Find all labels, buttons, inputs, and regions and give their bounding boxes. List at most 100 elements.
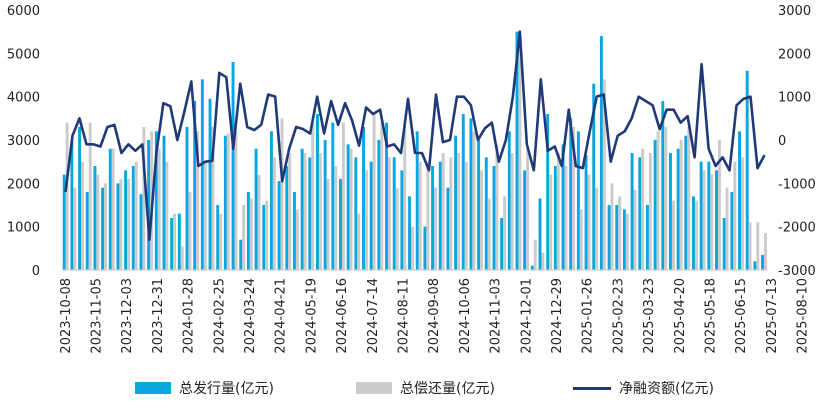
issuance-bar [331, 122, 335, 270]
repayment-bar [280, 118, 284, 270]
issuance-bar [223, 135, 227, 270]
issuance-bar [400, 170, 404, 270]
repayment-bar [81, 161, 84, 270]
repayment-bar [687, 127, 691, 270]
left-y-tick-label: 3000 [7, 134, 40, 149]
legend: 总发行量(亿元) 总偿还量(亿元) 净融资额(亿元) [0, 376, 827, 400]
repayment-bar [387, 157, 391, 270]
x-axis: 2023-10-08 2023-11-05 2023-12-03 2023-12-31… [59, 278, 827, 354]
issuance-bar [438, 161, 442, 270]
repayment-bar [326, 179, 330, 270]
left-y-tick-label: 4000 [7, 91, 40, 106]
issuance-bar [354, 157, 358, 270]
repayment-bar [73, 187, 77, 270]
x-tick-label: 2025-05-18 [703, 278, 718, 354]
issuance-bar [738, 131, 741, 270]
issuance-bar [231, 62, 235, 270]
issuance-bar [124, 170, 128, 270]
issuance-bar [699, 161, 703, 270]
issuance-bar [676, 148, 680, 270]
repayment-bar [104, 183, 107, 270]
issuance-bar [269, 131, 273, 270]
issuance-bar [300, 148, 304, 270]
x-tick-label: 2023-11-05 [90, 278, 105, 354]
repayment-bar [533, 239, 537, 270]
issuance-bar [200, 79, 204, 270]
issuance-bar [576, 131, 580, 270]
repayment-bar [196, 131, 200, 270]
issuance-bar [131, 166, 135, 270]
repayment-bar [572, 127, 576, 270]
x-tick-label: 2024-01-28 [182, 278, 197, 354]
x-tick-label: 2024-03-24 [243, 278, 258, 354]
repayment-bar [679, 140, 683, 270]
x-tick-label: 2025-06-15 [734, 278, 749, 354]
repayment-bar [88, 122, 92, 270]
repayment-bar [249, 198, 253, 270]
repayment-bar [449, 157, 453, 270]
issuance-bar [669, 153, 672, 270]
left-y-tick-label: 0 [32, 264, 40, 279]
left-y-tick-label: 6000 [7, 4, 40, 19]
repayment-bar [556, 153, 560, 270]
legend-label-repayment: 总偿还量(亿元) [400, 381, 495, 397]
repayment-bar [518, 36, 522, 270]
issuance-bar [177, 213, 181, 270]
repayment-bar [641, 148, 645, 270]
repayment-bar [380, 122, 384, 270]
repayment-bar [464, 161, 468, 270]
right-y-tick-label: -3000 [778, 264, 816, 279]
issuance-bar [523, 170, 527, 270]
repayment-bar [357, 213, 361, 270]
repayment-bar [226, 133, 230, 270]
legend-swatch-net-financing [573, 386, 611, 390]
issuance-bar [392, 157, 396, 270]
x-tick-label: 2025-08-10 [796, 278, 811, 354]
right-y-tick-label: 0 [778, 134, 786, 149]
repayment-bar [219, 213, 223, 270]
issuance-bar [645, 205, 649, 270]
issuance-bar [538, 198, 542, 270]
issuance-bar [185, 127, 189, 270]
repayment-bar [418, 161, 422, 270]
left-y-tick-label: 1000 [7, 221, 40, 236]
x-tick-label: 2024-11-03 [489, 278, 504, 354]
repayment-bar [480, 170, 483, 270]
issuance-bar [423, 226, 427, 270]
repayment-bar [495, 144, 499, 270]
repayment-bar [318, 153, 322, 270]
x-tick-label: 2025-03-23 [642, 278, 657, 354]
issuance-bar [78, 127, 82, 270]
issuance-bar [116, 183, 120, 270]
issuance-bar [415, 131, 419, 270]
left-y-tick-label: 2000 [7, 177, 40, 192]
issuance-bar [62, 174, 66, 270]
issuance-bar [753, 261, 757, 270]
x-tick-label: 2024-07-14 [366, 278, 381, 354]
x-tick-label: 2024-10-06 [458, 278, 473, 354]
repayment-bar [426, 161, 430, 270]
issuance-bar [454, 135, 458, 270]
issuance-bar [339, 179, 342, 270]
issuance-bar [592, 83, 596, 270]
repayment-bar [341, 122, 345, 270]
repayment-bar [234, 131, 238, 270]
x-tick-label: 2025-02-23 [611, 278, 626, 354]
issuance-bar [346, 144, 350, 270]
right-y-tick-label: -2000 [778, 221, 816, 236]
repayment-bar [295, 209, 299, 270]
issuance-bar [162, 135, 166, 270]
issuance-bar [477, 140, 481, 270]
repayment-bar [311, 122, 315, 270]
repayment-bar [633, 189, 637, 270]
issuance-bar [446, 187, 450, 270]
repayment-bar [618, 196, 622, 270]
issuance-bar [569, 118, 573, 270]
issuance-bar [730, 192, 734, 270]
issuance-bar [461, 114, 465, 270]
repayment-bar [372, 114, 376, 270]
net-financing-line-path [64, 30, 766, 241]
issuance-bar [622, 209, 626, 270]
repayment-bar [111, 148, 115, 270]
